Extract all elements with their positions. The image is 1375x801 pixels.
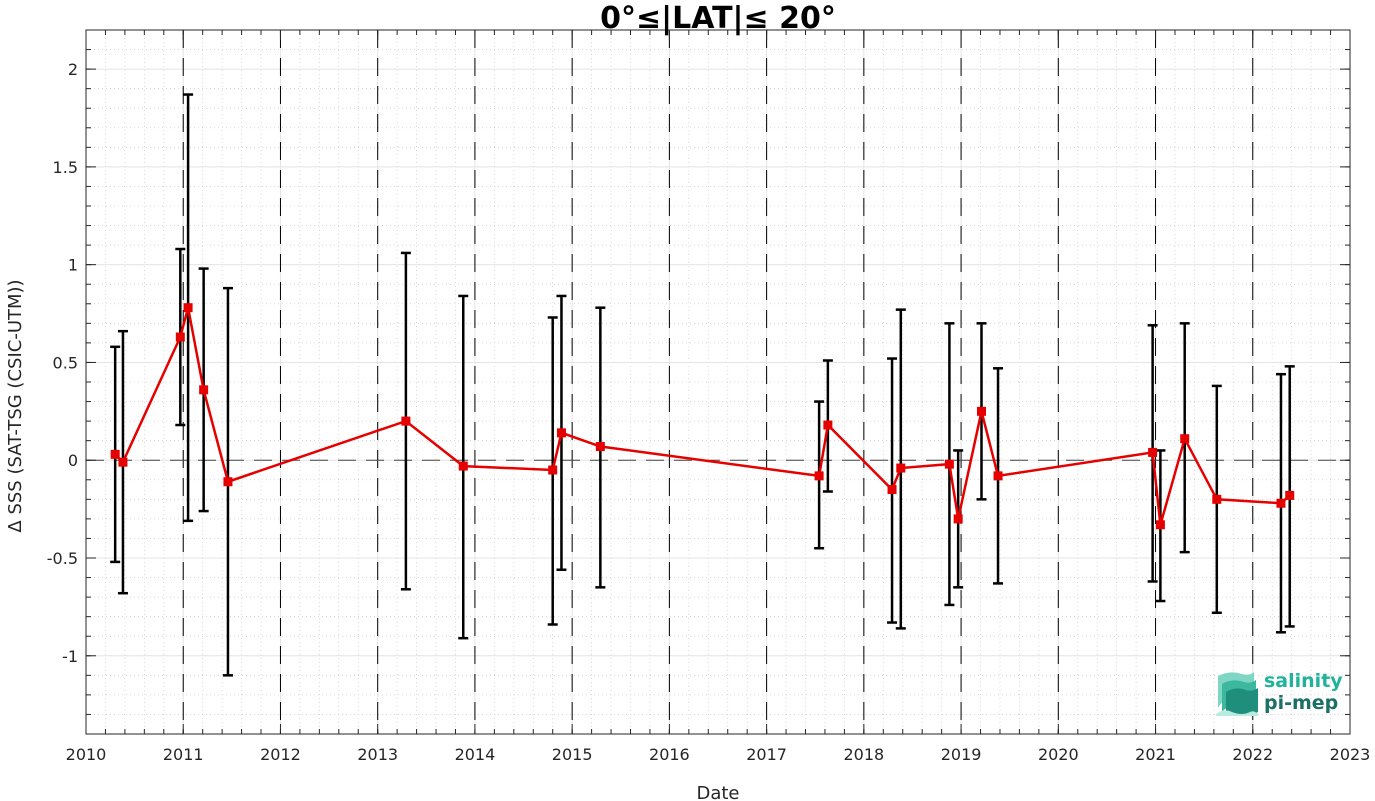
- x-tick-label: 2010: [66, 745, 107, 764]
- data-point: [183, 303, 193, 313]
- data-point: [887, 485, 897, 495]
- reference-lines: [86, 30, 1350, 734]
- data-point: [548, 465, 558, 475]
- axes: [85, 29, 1351, 735]
- data-point: [1155, 520, 1165, 530]
- x-axis-title: Date: [696, 783, 739, 801]
- data-point: [1212, 494, 1222, 504]
- data-point: [223, 477, 233, 487]
- data-point: [993, 471, 1003, 481]
- x-tick-label: 2023: [1330, 745, 1371, 764]
- chart-title: 0°≤|LAT|≤ 20°: [600, 1, 836, 36]
- salinity-pi-mep-logo: salinity pi-mep: [1216, 670, 1343, 716]
- y-tick-label: -1: [62, 647, 78, 666]
- x-tick-label: 2013: [357, 745, 398, 764]
- x-tick-label: 2022: [1232, 745, 1273, 764]
- data-layer: [110, 93, 1295, 677]
- y-tick-label: 2: [68, 60, 78, 79]
- data-point: [953, 514, 963, 524]
- data-point: [556, 428, 566, 438]
- x-tick-label: 2012: [260, 745, 301, 764]
- x-tick-label: 2017: [746, 745, 787, 764]
- x-tick-label: 2018: [843, 745, 884, 764]
- data-point: [199, 385, 209, 395]
- data-point: [595, 442, 605, 452]
- logo-wave-icon: [1216, 672, 1258, 716]
- data-point: [1148, 447, 1158, 457]
- x-tick-label: 2016: [649, 745, 690, 764]
- x-tick-label: 2014: [455, 745, 496, 764]
- y-tick-label: 1: [68, 256, 78, 275]
- data-point: [823, 420, 833, 430]
- data-point: [1285, 490, 1295, 500]
- data-point: [175, 332, 185, 342]
- logo-text-salinity: salinity: [1264, 670, 1343, 692]
- data-point: [814, 471, 824, 481]
- y-tick-label: 0: [68, 451, 78, 470]
- y-axis-title: Δ SSS (SAT-TSG (CSIC-UTM)): [5, 279, 26, 532]
- y-tick-label: 1.5: [53, 158, 78, 177]
- y-tick-label: 0.5: [53, 353, 78, 372]
- data-point: [896, 463, 906, 473]
- x-tick-label: 2015: [552, 745, 593, 764]
- data-point: [458, 461, 468, 471]
- data-point: [1180, 434, 1190, 444]
- data-point: [976, 406, 986, 416]
- data-point: [401, 416, 411, 426]
- x-tick-label: 2019: [941, 745, 982, 764]
- y-tick-label: -0.5: [47, 549, 78, 568]
- data-point: [110, 449, 120, 459]
- x-tick-label: 2011: [163, 745, 204, 764]
- x-tick-label: 2020: [1038, 745, 1079, 764]
- labels: 2010 2011 2012 2013 2014 2015 2016 2017 2018 2019…: [47, 60, 1371, 764]
- data-point: [118, 457, 128, 467]
- x-tick-label: 2021: [1135, 745, 1176, 764]
- data-point: [944, 459, 954, 469]
- data-point: [1276, 498, 1286, 508]
- logo-text-pi-mep: pi-mep: [1264, 692, 1338, 714]
